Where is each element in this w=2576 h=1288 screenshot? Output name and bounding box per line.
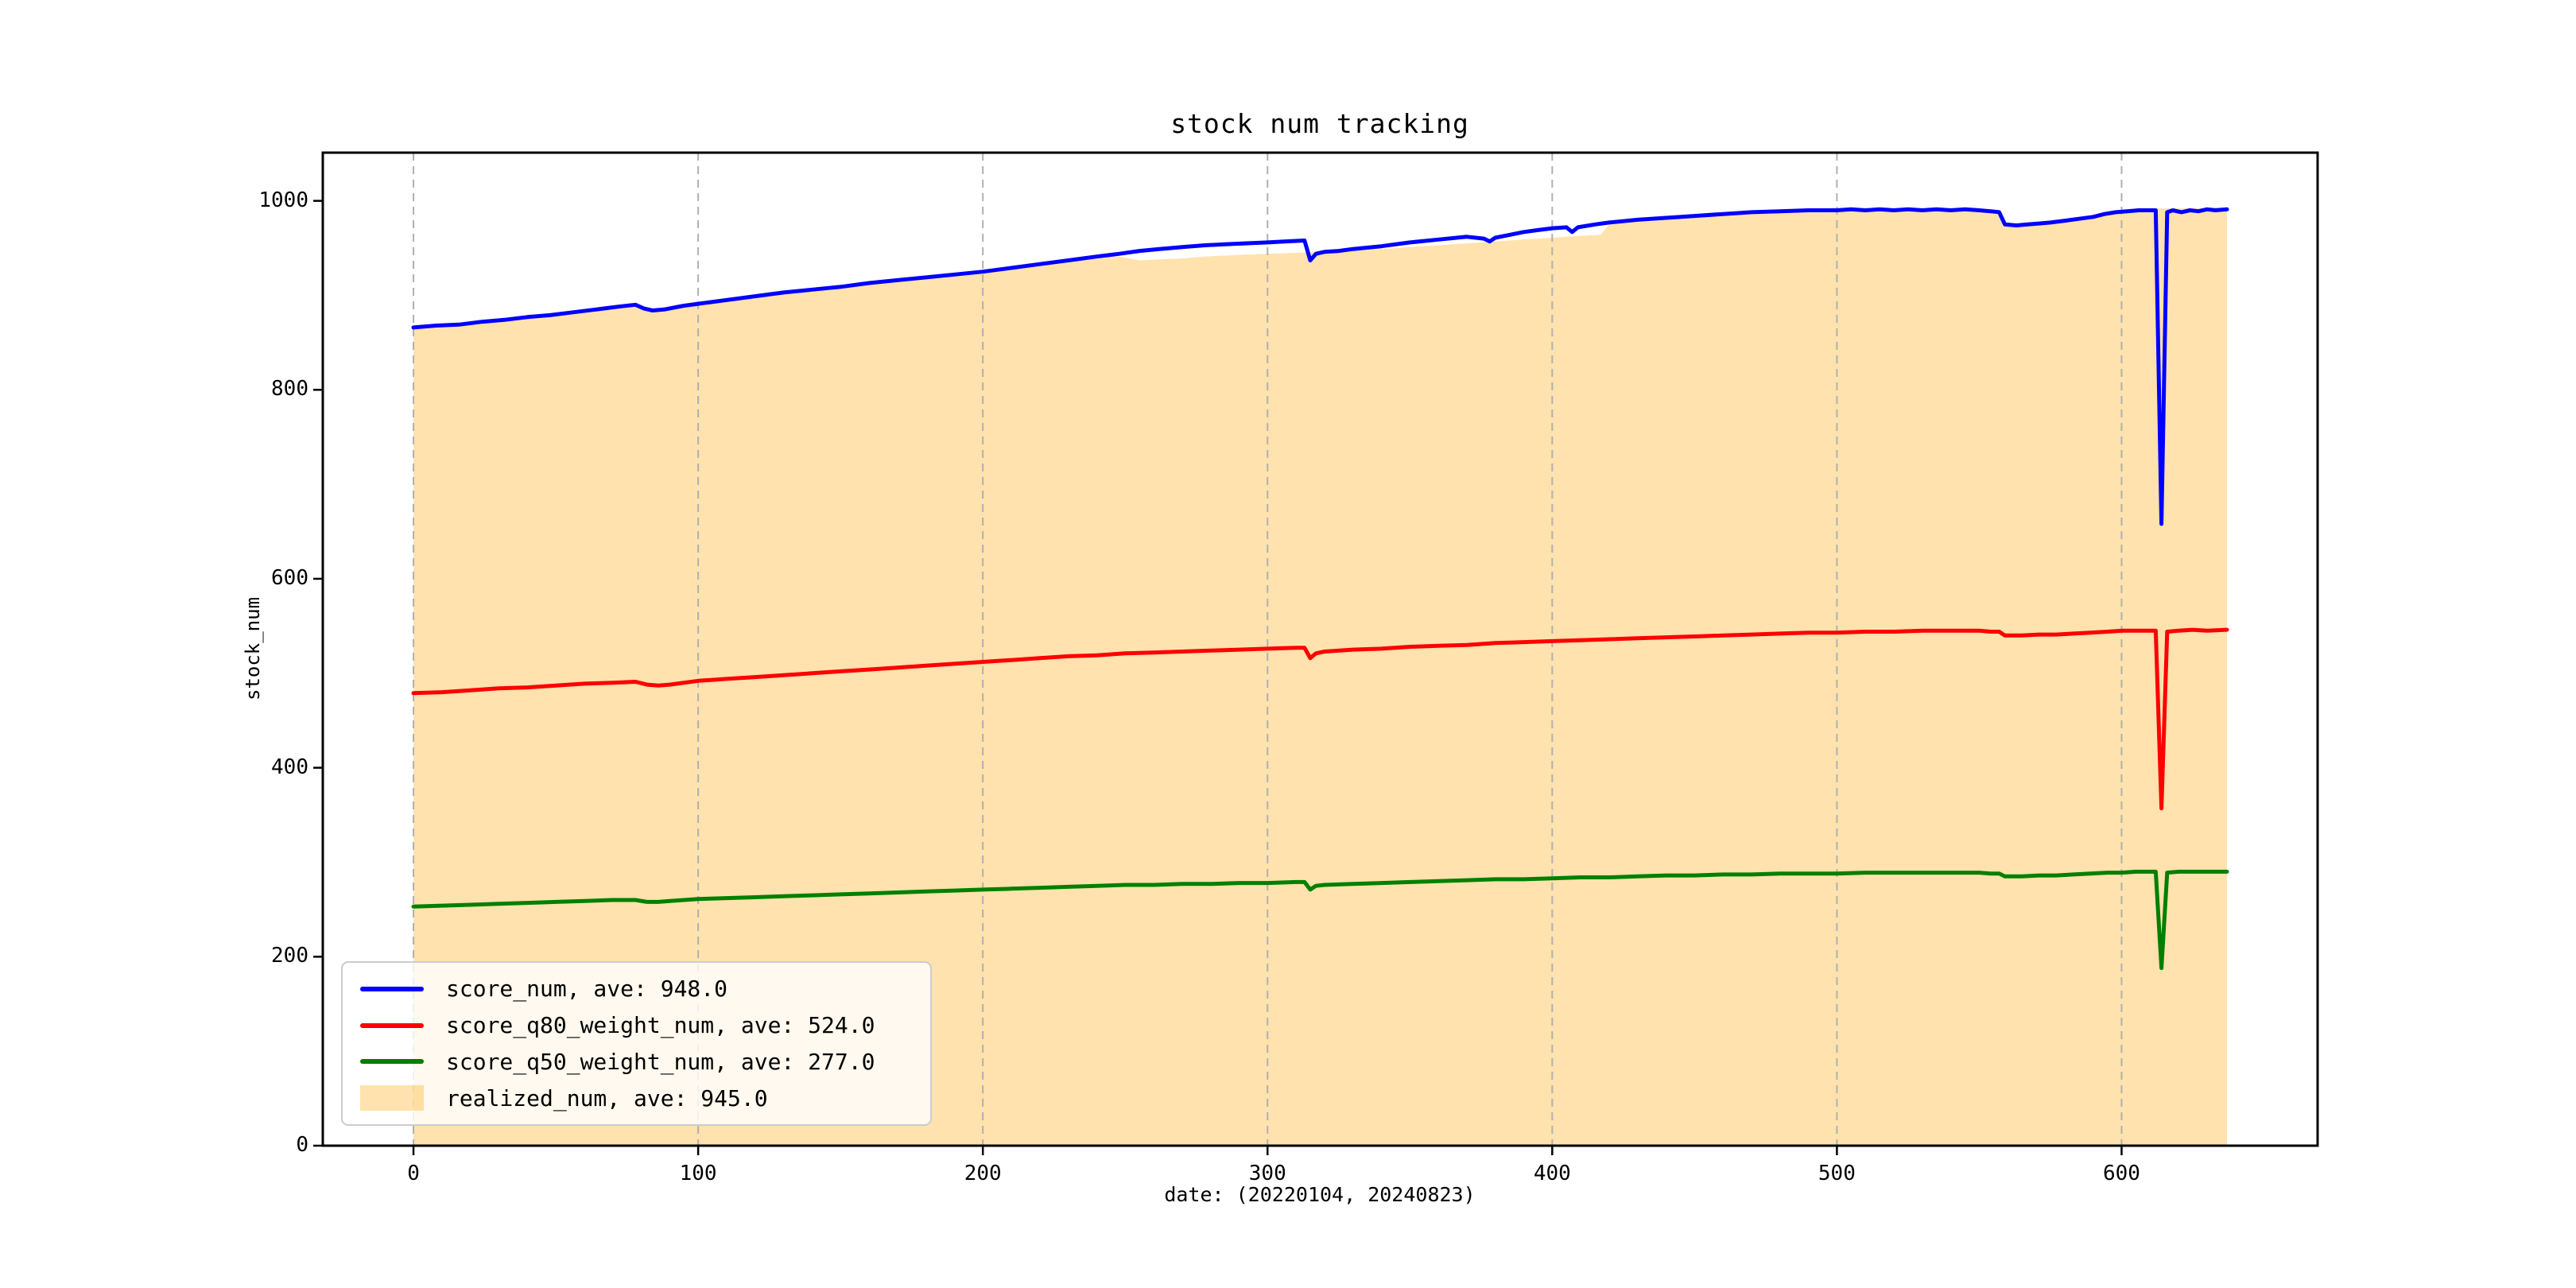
score_q80_weight_num-line [411,627,2229,811]
realized-num-area [413,207,2227,1146]
y-tick-label-400: 400 [271,755,308,779]
y-tick-label-0: 0 [296,1133,308,1157]
x-tick-label-500: 500 [1818,1162,1856,1185]
legend-line-sample-score_num [360,986,424,991]
legend-line-sample-score_q50_weight_num [360,1059,424,1065]
legend-label-score_num: score_num, ave: 948.0 [446,976,728,1003]
legend-entry-realized_num: realized_num, ave: 945.0 [360,1080,930,1115]
legend-label-score_q80_weight_num: score_q80_weight_num, ave: 524.0 [446,1012,875,1039]
legend-patch-sample-realized_num [360,1085,424,1111]
axes-frame [321,151,2319,1147]
legend-entry-score_q50_weight_num: score_q50_weight_num, ave: 277.0 [360,1044,930,1079]
x-tick-label-100: 100 [679,1162,717,1185]
x-axis-label: date: (20220104, 20240823) [1164,1183,1476,1206]
y-axis-label: stock_num [242,596,264,701]
x-tick-label-200: 200 [964,1162,1002,1185]
y-tick-label-800: 800 [271,377,308,402]
legend-line-sample-score_q80_weight_num [360,1022,424,1028]
legend-label-realized_num: realized_num, ave: 945.0 [446,1084,768,1111]
legend-entry-score_num: score_num, ave: 948.0 [360,972,930,1007]
legend-entry-score_q80_weight_num: score_q80_weight_num, ave: 524.0 [360,1008,930,1043]
y-tick-label-600: 600 [271,565,308,590]
score_q50_weight_num-line [411,869,2229,971]
score_num-line [411,207,2229,526]
x-tick-label-400: 400 [1533,1162,1571,1185]
legend: score_num, ave: 948.0 score_q80_weight_nu… [341,961,932,1126]
chart-title: stock num tracking [1170,108,1469,139]
y-tick-label-1000: 1000 [258,188,308,212]
x-tick-label-300: 300 [1248,1162,1286,1185]
y-tick-label-200: 200 [271,944,308,968]
x-tick-label-0: 0 [407,1162,420,1185]
legend-label-score_q50_weight_num: score_q50_weight_num, ave: 277.0 [446,1048,875,1075]
x-tick-label-600: 600 [2102,1162,2140,1185]
